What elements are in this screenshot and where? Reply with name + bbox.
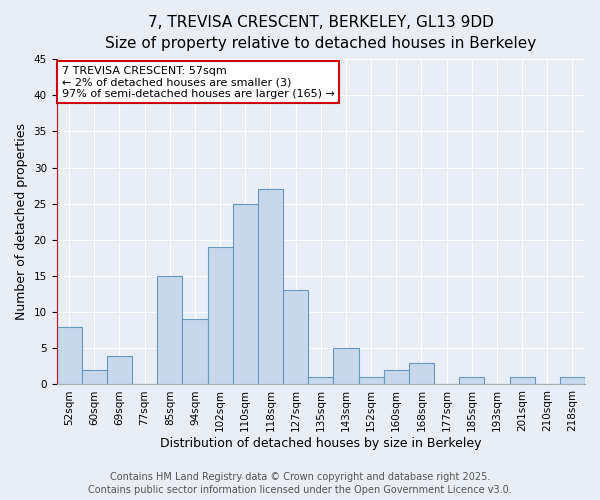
Bar — [233, 204, 258, 384]
Bar — [283, 290, 308, 384]
Bar — [459, 377, 484, 384]
Bar — [82, 370, 107, 384]
Bar — [107, 356, 132, 384]
Bar — [509, 377, 535, 384]
Bar — [334, 348, 359, 384]
Title: 7, TREVISA CRESCENT, BERKELEY, GL13 9DD
Size of property relative to detached ho: 7, TREVISA CRESCENT, BERKELEY, GL13 9DD … — [105, 15, 536, 51]
Bar — [359, 377, 383, 384]
Bar — [560, 377, 585, 384]
Bar — [258, 189, 283, 384]
Y-axis label: Number of detached properties: Number of detached properties — [15, 124, 28, 320]
Bar — [157, 276, 182, 384]
Text: 7 TREVISA CRESCENT: 57sqm
← 2% of detached houses are smaller (3)
97% of semi-de: 7 TREVISA CRESCENT: 57sqm ← 2% of detach… — [62, 66, 335, 99]
X-axis label: Distribution of detached houses by size in Berkeley: Distribution of detached houses by size … — [160, 437, 482, 450]
Bar — [182, 320, 208, 384]
Bar — [56, 326, 82, 384]
Text: Contains HM Land Registry data © Crown copyright and database right 2025.
Contai: Contains HM Land Registry data © Crown c… — [88, 472, 512, 495]
Bar — [383, 370, 409, 384]
Bar — [409, 363, 434, 384]
Bar — [208, 247, 233, 384]
Bar — [308, 377, 334, 384]
